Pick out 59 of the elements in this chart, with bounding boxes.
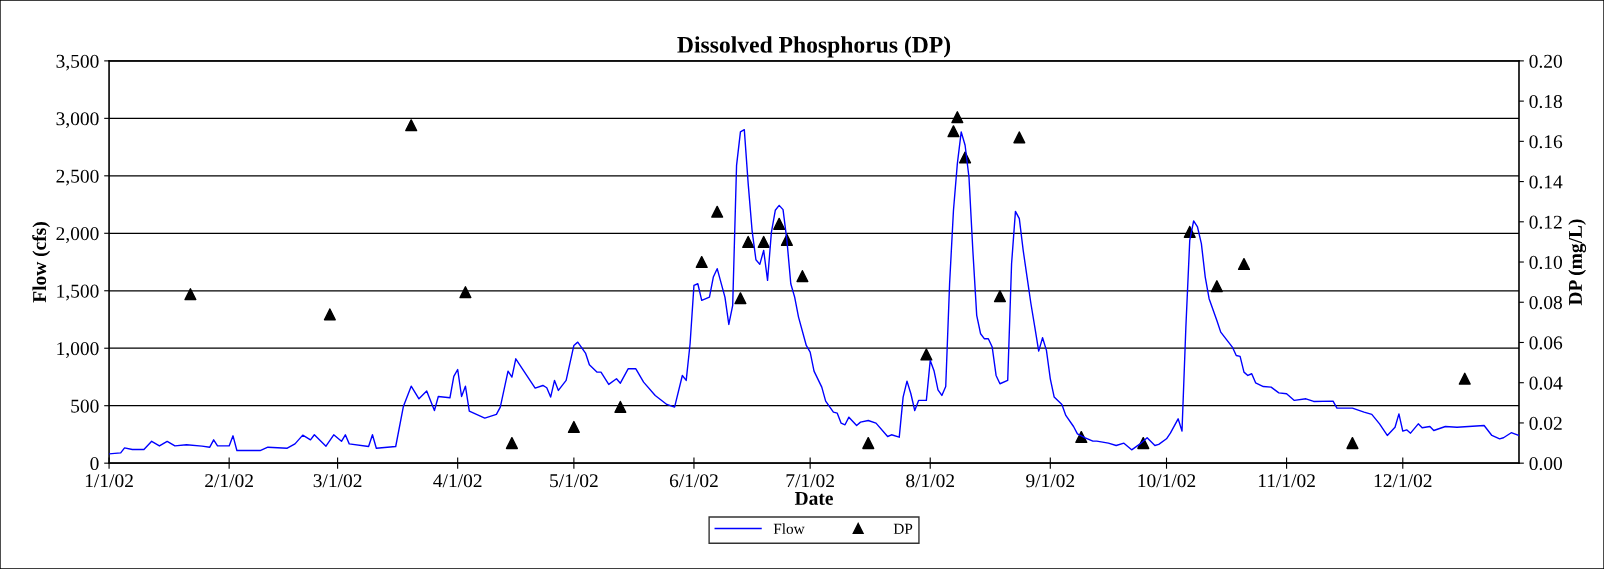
x-axis-title: Date (794, 491, 833, 505)
y-tick-label: 3,500 (56, 54, 99, 71)
point (796, 270, 809, 283)
x-tick-label: 1/1/02 (85, 474, 133, 488)
y2-tick-label: 0.14 (1529, 175, 1563, 189)
point (614, 400, 627, 413)
x-tick-label: 8/1/02 (906, 474, 955, 488)
point (459, 286, 472, 299)
x-tick-label: 10/1/02 (1138, 474, 1196, 488)
point (947, 125, 960, 138)
x-tick-label: 3/1/02 (313, 474, 362, 488)
y-tick-label: 1,000 (57, 342, 99, 358)
y2-tick-label: 0.16 (1529, 135, 1563, 149)
point (742, 235, 755, 248)
y2-tick-label: 0.02 (1529, 416, 1562, 430)
point (184, 288, 197, 301)
point (920, 348, 933, 361)
y2-tick-label: 0.18 (1529, 94, 1562, 109)
point (711, 205, 724, 218)
y2-tick-label: 0.08 (1529, 296, 1562, 310)
point (993, 290, 1007, 303)
point (734, 292, 747, 305)
x-tick-label: 4/1/02 (433, 474, 482, 488)
x-tick-label: 5/1/02 (550, 474, 598, 488)
y2-tick-label: 0.10 (1529, 255, 1562, 270)
point (567, 420, 580, 434)
point (757, 235, 770, 248)
y2-tick-label: 0.20 (1529, 54, 1562, 68)
chart-title: Dissolved Phosphorus (DP) (677, 36, 951, 58)
y2-tick-label: 0.06 (1529, 336, 1563, 350)
x-tick-label: 9/1/02 (1026, 474, 1075, 488)
legend-label: DP (893, 523, 913, 534)
x-tick-label: 7/1/02 (786, 474, 834, 488)
point (505, 436, 518, 450)
y2-tick-label: 0.12 (1529, 215, 1562, 229)
x-tick-label: 12/1/02 (1374, 474, 1432, 488)
y-axis-title: Flow (cfs) (32, 222, 51, 303)
x-tick-label: 2/1/02 (205, 474, 253, 488)
point (695, 255, 708, 269)
legend-label: Flow (773, 523, 805, 535)
x-tick-label: 6/1/02 (669, 474, 718, 488)
point (1458, 372, 1471, 385)
y-tick-label: 2,000 (56, 227, 99, 244)
point (862, 436, 875, 450)
point (773, 217, 786, 230)
point (323, 308, 336, 321)
y2-tick-label: 0.00 (1529, 456, 1562, 471)
y-tick-label: 2,500 (56, 169, 99, 186)
y2-tick-label: 0.04 (1529, 376, 1563, 390)
x-tick-label: 11/1/02 (1258, 474, 1315, 488)
point (405, 119, 418, 132)
point (1013, 131, 1026, 144)
point (1346, 436, 1359, 450)
point (1237, 257, 1251, 271)
y2-axis-title: DP (mg/L) (1568, 219, 1587, 306)
y-tick-label: 3,000 (56, 112, 99, 129)
y-tick-label: 1,500 (57, 284, 99, 301)
y-tick-label: 0 (90, 456, 99, 471)
y-tick-label: 500 (71, 399, 99, 413)
